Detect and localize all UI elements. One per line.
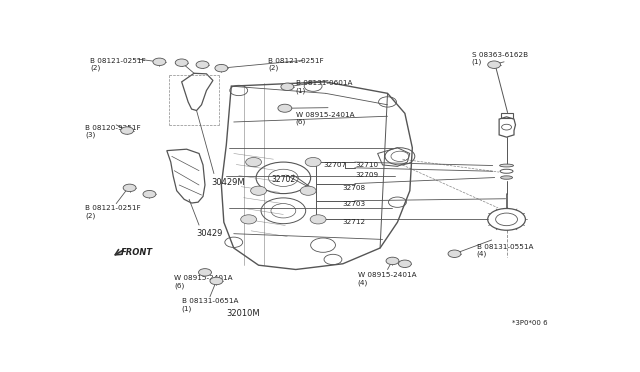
Circle shape xyxy=(198,269,211,276)
Text: 32710: 32710 xyxy=(355,162,378,168)
Text: 32703: 32703 xyxy=(343,201,366,207)
Text: W 08915-2401A
(4): W 08915-2401A (4) xyxy=(358,272,417,286)
Circle shape xyxy=(281,83,294,90)
Circle shape xyxy=(215,64,228,72)
Text: B 08121-0251F
(2): B 08121-0251F (2) xyxy=(269,58,324,71)
Text: B 08131-0651A
(1): B 08131-0651A (1) xyxy=(182,298,238,312)
Circle shape xyxy=(305,157,321,167)
Circle shape xyxy=(448,250,461,257)
Text: 32702: 32702 xyxy=(271,175,295,184)
Text: *3P0*00 6: *3P0*00 6 xyxy=(511,320,547,326)
Circle shape xyxy=(399,260,412,267)
Circle shape xyxy=(310,215,326,224)
Text: B 08131-0601A
(1): B 08131-0601A (1) xyxy=(296,80,352,94)
Text: FRONT: FRONT xyxy=(121,248,154,257)
Text: S 08363-6162B
(1): S 08363-6162B (1) xyxy=(472,52,528,65)
Text: 32010M: 32010M xyxy=(227,309,260,318)
Ellipse shape xyxy=(500,164,513,167)
Text: B 08121-0251F
(2): B 08121-0251F (2) xyxy=(90,58,145,71)
Circle shape xyxy=(488,61,500,68)
Circle shape xyxy=(300,186,316,195)
Text: W 08915-2401A
(6): W 08915-2401A (6) xyxy=(174,275,233,289)
Circle shape xyxy=(210,277,223,285)
Ellipse shape xyxy=(500,176,513,179)
Circle shape xyxy=(386,257,399,264)
Text: 32708: 32708 xyxy=(343,185,366,191)
Circle shape xyxy=(121,127,134,134)
Circle shape xyxy=(246,157,262,167)
Text: 32707: 32707 xyxy=(323,162,346,168)
Circle shape xyxy=(278,104,292,112)
Text: B 08121-0251F
(2): B 08121-0251F (2) xyxy=(85,205,141,218)
Circle shape xyxy=(123,184,136,192)
Circle shape xyxy=(153,58,166,65)
Text: W 08915-2401A
(6): W 08915-2401A (6) xyxy=(296,112,355,125)
Text: 32712: 32712 xyxy=(343,219,366,225)
Text: B 08131-0551A
(4): B 08131-0551A (4) xyxy=(477,244,533,257)
Text: B 08120-9251F
(3): B 08120-9251F (3) xyxy=(85,125,141,138)
Circle shape xyxy=(143,190,156,198)
Circle shape xyxy=(175,59,188,67)
Text: 30429: 30429 xyxy=(196,230,223,238)
Text: 30429M: 30429M xyxy=(211,178,245,187)
Circle shape xyxy=(196,61,209,68)
Circle shape xyxy=(241,215,257,224)
Text: 32709: 32709 xyxy=(355,172,378,178)
Circle shape xyxy=(251,186,266,195)
